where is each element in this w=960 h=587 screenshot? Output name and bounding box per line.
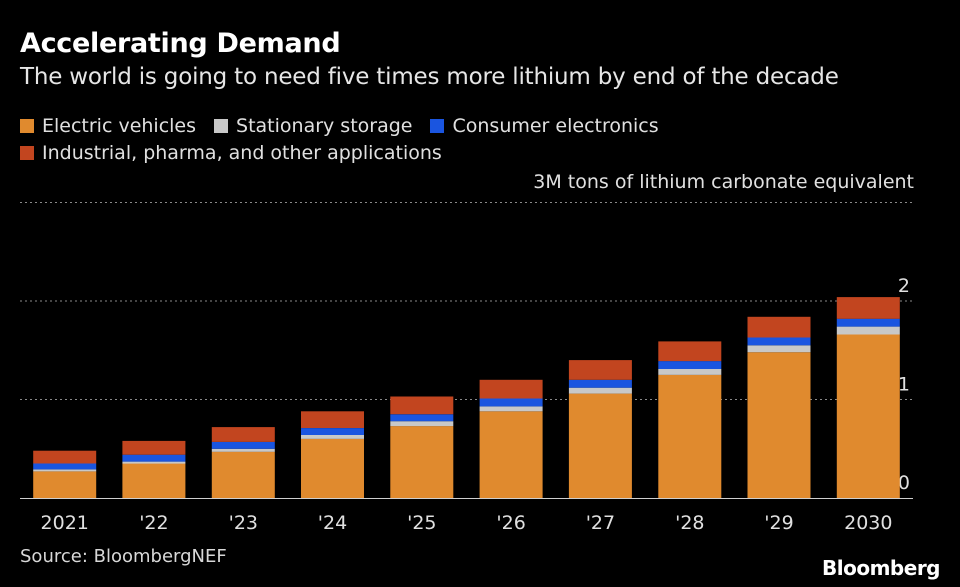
x-tick-label-1: '22 bbox=[139, 512, 168, 534]
bar-segment-0-0 bbox=[33, 471, 97, 498]
bar-segment-3-9 bbox=[836, 297, 900, 319]
legend-label-industrial: Industrial, pharma, and other applicatio… bbox=[42, 141, 442, 164]
legend-row-1: Electric vehicles Stationary storage Con… bbox=[20, 112, 920, 139]
x-tick-label-3: '24 bbox=[318, 512, 347, 534]
bar-segment-2-4 bbox=[390, 414, 454, 422]
legend-label-stationary-storage: Stationary storage bbox=[236, 114, 413, 137]
bar-segment-3-1 bbox=[122, 440, 186, 455]
bar-segment-0-7 bbox=[658, 374, 722, 498]
bar-segment-0-9 bbox=[836, 334, 900, 498]
bloomberg-logo: Bloomberg bbox=[822, 556, 940, 580]
bar-segment-2-1 bbox=[122, 454, 186, 462]
x-tick-label-9: 2030 bbox=[844, 512, 892, 534]
bar-segment-3-8 bbox=[747, 316, 811, 338]
legend-row-2: Industrial, pharma, and other applicatio… bbox=[20, 139, 920, 166]
bar-segment-2-3 bbox=[301, 428, 364, 435]
y-axis-unit-label: 3M tons of lithium carbonate equivalent bbox=[533, 171, 914, 193]
bar-segment-3-0 bbox=[33, 450, 97, 464]
legend-item-consumer-electronics: Consumer electronics bbox=[430, 114, 659, 137]
bar-segment-0-3 bbox=[301, 438, 364, 498]
bar-segment-0-2 bbox=[211, 451, 275, 498]
bar-segment-1-0 bbox=[33, 469, 97, 472]
bar-segment-1-7 bbox=[658, 369, 722, 375]
bar-segment-1-5 bbox=[479, 406, 543, 412]
chart-title: Accelerating Demand bbox=[20, 28, 341, 59]
x-tick-label-5: '26 bbox=[496, 512, 525, 534]
bar-segment-0-6 bbox=[568, 393, 632, 498]
y-tick-label-1: 1 bbox=[898, 374, 910, 396]
x-tick-label-8: '29 bbox=[764, 512, 793, 534]
bar-segment-3-3 bbox=[301, 411, 364, 428]
x-tick-label-2: '23 bbox=[229, 512, 258, 534]
legend-swatch-consumer-electronics bbox=[430, 118, 445, 133]
bar-segment-2-8 bbox=[747, 337, 811, 346]
legend-item-industrial: Industrial, pharma, and other applicatio… bbox=[20, 142, 442, 164]
bar-segment-1-8 bbox=[747, 345, 811, 353]
chart-subtitle: The world is going to need five times mo… bbox=[20, 64, 839, 90]
source-note: Source: BloombergNEF bbox=[20, 546, 227, 567]
x-tick-label-6: '27 bbox=[586, 512, 615, 534]
legend-item-electric-vehicles: Electric vehicles bbox=[20, 115, 196, 137]
bar-segment-2-5 bbox=[479, 398, 543, 407]
chart-legend: Electric vehicles Stationary storage Con… bbox=[20, 112, 920, 166]
y-tick-label-0: 0 bbox=[898, 472, 910, 494]
legend-item-stationary-storage: Stationary storage bbox=[214, 115, 412, 137]
bar-segment-2-7 bbox=[658, 361, 722, 369]
bar-segment-3-4 bbox=[390, 396, 454, 415]
bar-segment-2-6 bbox=[568, 379, 632, 388]
y-tick-label-2: 2 bbox=[898, 275, 910, 297]
bar-segment-3-7 bbox=[658, 341, 722, 362]
bar-segment-0-5 bbox=[479, 411, 543, 498]
bar-segment-1-4 bbox=[390, 421, 454, 427]
bar-segment-3-6 bbox=[568, 360, 632, 380]
bar-segment-3-5 bbox=[479, 379, 543, 399]
x-tick-label-4: '25 bbox=[407, 512, 436, 534]
bar-segment-0-1 bbox=[122, 463, 186, 498]
bar-segment-2-0 bbox=[33, 463, 97, 470]
legend-label-consumer-electronics: Consumer electronics bbox=[452, 114, 659, 137]
bar-segment-0-8 bbox=[747, 352, 811, 498]
bar-segment-2-2 bbox=[211, 441, 275, 449]
legend-swatch-stationary-storage bbox=[214, 118, 229, 133]
bar-segment-0-4 bbox=[390, 426, 454, 498]
bar-segment-3-2 bbox=[211, 427, 275, 442]
legend-label-electric-vehicles: Electric vehicles bbox=[42, 114, 197, 137]
bar-segment-1-9 bbox=[836, 326, 900, 335]
legend-swatch-electric-vehicles bbox=[20, 118, 34, 133]
bar-segment-1-6 bbox=[568, 387, 632, 394]
bar-segment-1-2 bbox=[211, 448, 275, 452]
x-tick-label-0: 2021 bbox=[41, 512, 89, 534]
x-tick-label-7: '28 bbox=[675, 512, 704, 534]
bar-segment-1-1 bbox=[122, 461, 186, 464]
bar-segment-1-3 bbox=[301, 435, 364, 439]
bar-segment-2-9 bbox=[836, 318, 900, 327]
legend-swatch-industrial bbox=[20, 145, 34, 160]
